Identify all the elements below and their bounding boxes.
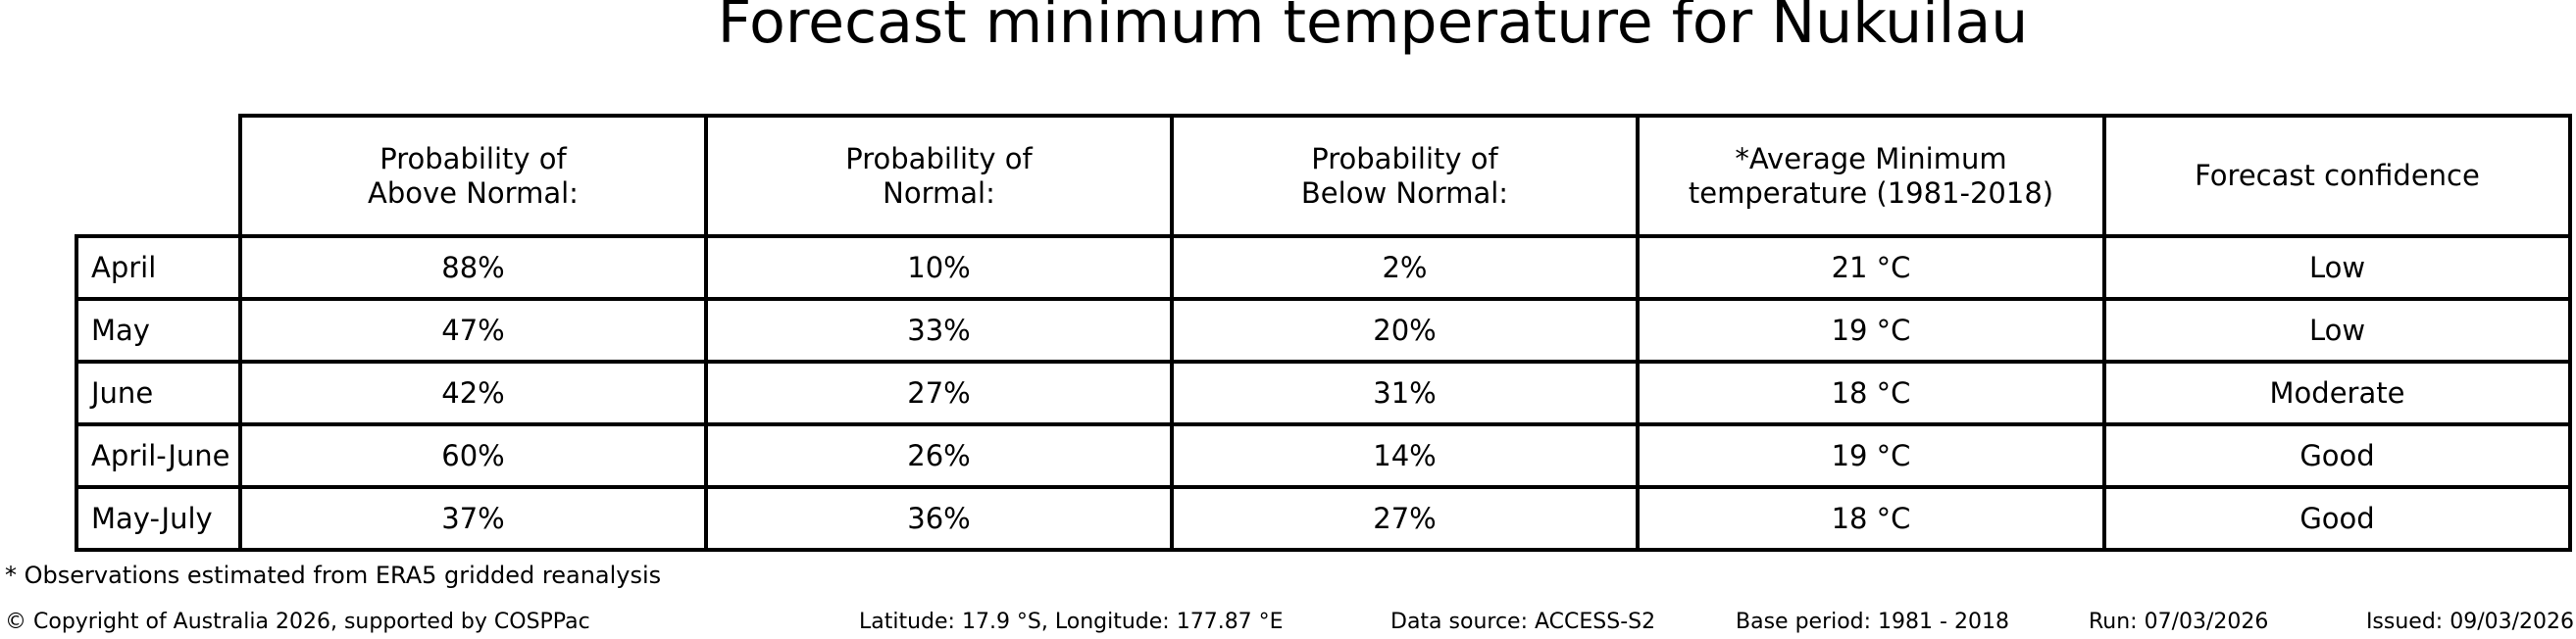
prob-above-cell: 37% — [238, 485, 708, 552]
table-row-may-july: May-July 37% 36% 27% 18 °C Good — [75, 485, 2572, 552]
month-cell: June — [75, 360, 242, 426]
col-header-forecast-confidence: Forecast confidence — [2102, 114, 2572, 238]
lat-long-text: Latitude: 17.9 °S, Longitude: 177.87 °E — [859, 610, 1284, 634]
table-row-june: June 42% 27% 31% 18 °C Moderate — [75, 360, 2572, 426]
avg-min-temp-cell: 21 °C — [1636, 234, 2106, 301]
prob-above-cell: 88% — [238, 234, 708, 301]
col-header-prob-normal: Probability of Normal: — [704, 114, 1174, 238]
prob-below-cell: 2% — [1170, 234, 1640, 301]
prob-above-cell: 47% — [238, 297, 708, 364]
confidence-cell: Good — [2102, 422, 2572, 489]
data-source-text: Data source: ACCESS-S2 — [1390, 610, 1656, 634]
avg-min-temp-cell: 19 °C — [1636, 297, 2106, 364]
prob-normal-cell: 10% — [704, 234, 1174, 301]
col-header-avg-min-temp: *Average Minimum temperature (1981-2018) — [1636, 114, 2106, 238]
confidence-cell: Moderate — [2102, 360, 2572, 426]
month-cell: April — [75, 234, 242, 301]
prob-normal-cell: 26% — [704, 422, 1174, 489]
month-cell: May-July — [75, 485, 242, 552]
confidence-cell: Good — [2102, 485, 2572, 552]
prob-above-cell: 42% — [238, 360, 708, 426]
avg-min-temp-cell: 19 °C — [1636, 422, 2106, 489]
month-cell: April-June — [75, 422, 242, 489]
figure-title: Forecast minimum temperature for Nukuila… — [717, 0, 2029, 57]
prob-below-cell: 14% — [1170, 422, 1640, 489]
header-row: Probability of Above Normal: Probability… — [76, 114, 2572, 238]
table-row-april-june: April-June 60% 26% 14% 19 °C Good — [75, 422, 2572, 489]
issued-date-text: Issued: 09/03/2026 — [2365, 610, 2574, 634]
corner-cell — [76, 116, 240, 236]
table-row-april: April 88% 10% 2% 21 °C Low — [75, 234, 2572, 301]
prob-normal-cell: 33% — [704, 297, 1174, 364]
forecast-table: Probability of Above Normal: Probability… — [75, 114, 2572, 552]
copyright-text: © Copyright of Australia 2026, supported… — [5, 610, 590, 634]
prob-above-cell: 60% — [238, 422, 708, 489]
month-cell: May — [75, 297, 242, 364]
confidence-cell: Low — [2102, 234, 2572, 301]
observations-footnote: * Observations estimated from ERA5 gridd… — [5, 562, 662, 589]
run-date-text: Run: 07/03/2026 — [2089, 610, 2269, 634]
confidence-cell: Low — [2102, 297, 2572, 364]
col-header-prob-above-normal: Probability of Above Normal: — [238, 114, 708, 238]
avg-min-temp-cell: 18 °C — [1636, 360, 2106, 426]
prob-normal-cell: 36% — [704, 485, 1174, 552]
prob-below-cell: 20% — [1170, 297, 1640, 364]
avg-min-temp-cell: 18 °C — [1636, 485, 2106, 552]
col-header-prob-below-normal: Probability of Below Normal: — [1170, 114, 1640, 238]
table-row-may: May 47% 33% 20% 19 °C Low — [75, 297, 2572, 364]
base-period-text: Base period: 1981 - 2018 — [1736, 610, 2009, 634]
prob-below-cell: 27% — [1170, 485, 1640, 552]
prob-normal-cell: 27% — [704, 360, 1174, 426]
prob-below-cell: 31% — [1170, 360, 1640, 426]
